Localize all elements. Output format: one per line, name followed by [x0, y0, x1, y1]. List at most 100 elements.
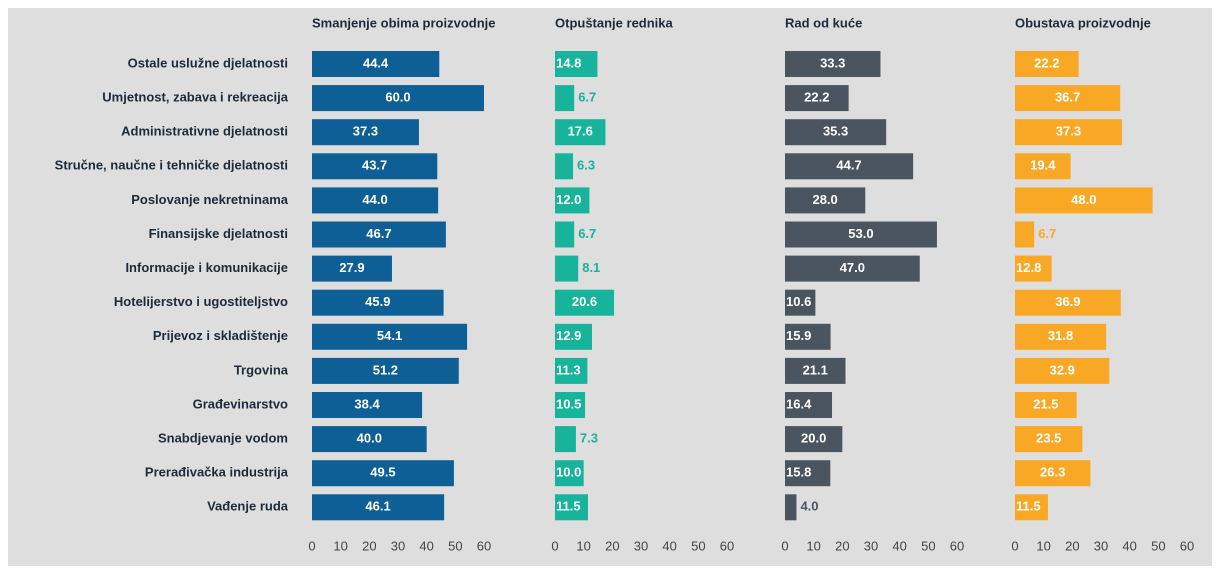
- x-tick-label: 10: [1036, 538, 1050, 553]
- bar: [312, 392, 423, 418]
- category-label: Građevinarstvo: [193, 396, 288, 411]
- value-label: 17.6: [568, 124, 593, 139]
- x-tick-label: 20: [835, 538, 849, 553]
- bar: [1015, 255, 1052, 282]
- value-label: 47.0: [840, 260, 865, 275]
- bar: [785, 255, 920, 282]
- bar: [555, 357, 588, 384]
- value-label: 48.0: [1071, 192, 1096, 207]
- category-label: Vađenje ruda: [207, 499, 289, 514]
- value-label: 44.0: [362, 192, 387, 207]
- x-tick-label: 50: [1151, 538, 1165, 553]
- bar: [555, 51, 598, 77]
- bar: [312, 51, 440, 77]
- x-tick-label: 50: [448, 538, 462, 553]
- bar: [785, 221, 937, 248]
- bar: [555, 426, 576, 453]
- category-label: Poslovanje nekretninama: [131, 192, 289, 207]
- value-label: 10.5: [556, 396, 581, 411]
- category-label: Umjetnost, zabava i rekreacija: [102, 90, 288, 105]
- value-label: 6.7: [578, 90, 596, 105]
- category-label: Trgovina: [234, 362, 289, 377]
- x-tick-label: 0: [1011, 538, 1018, 553]
- category-label: Prijevoz i skladištenje: [153, 328, 288, 343]
- bar: [785, 119, 887, 146]
- x-tick-label: 20: [1065, 538, 1079, 553]
- value-label: 10.6: [786, 294, 811, 309]
- x-tick-label: 10: [333, 538, 347, 553]
- value-label: 40.0: [357, 431, 382, 446]
- value-label: 10.0: [556, 465, 581, 480]
- bar: [555, 494, 588, 521]
- bar: [555, 289, 615, 316]
- bar: [1015, 494, 1048, 521]
- category-label: Snabdjevanje vodom: [158, 431, 288, 446]
- bar: [785, 494, 797, 521]
- x-tick-label: 50: [691, 538, 705, 553]
- panel-title: Obustava proizvodnje: [1015, 15, 1151, 30]
- value-label: 26.3: [1040, 465, 1065, 480]
- value-label: 15.9: [786, 328, 811, 343]
- bar: [555, 187, 590, 214]
- x-tick-label: 60: [477, 538, 491, 553]
- bar: [785, 357, 846, 384]
- category-label: Informacije i komunikacije: [125, 260, 288, 275]
- value-label: 54.1: [377, 328, 402, 343]
- value-label: 15.8: [786, 465, 811, 480]
- bar: [785, 426, 843, 453]
- bar: [555, 119, 606, 146]
- bar: [555, 255, 579, 282]
- value-label: 11.3: [556, 362, 581, 377]
- value-label: 27.9: [339, 260, 364, 275]
- x-tick-label: 30: [634, 538, 648, 553]
- bar: [312, 255, 392, 282]
- bar: [1015, 323, 1107, 350]
- value-label: 49.5: [370, 465, 395, 480]
- bar: [1015, 392, 1077, 418]
- value-label: 20.0: [801, 431, 826, 446]
- bar: [555, 153, 574, 180]
- value-label: 22.2: [804, 90, 829, 105]
- value-label: 46.1: [365, 499, 390, 514]
- bar: [1015, 357, 1110, 384]
- bar: [555, 323, 592, 350]
- panel-title: Smanjenje obima proizvodnje: [312, 15, 495, 30]
- category-label: Administrativne djelatnosti: [121, 124, 288, 139]
- bar: [1015, 119, 1122, 146]
- value-label: 44.7: [836, 158, 861, 173]
- background: [8, 8, 1212, 566]
- bar: [1015, 460, 1091, 487]
- x-tick-label: 20: [605, 538, 619, 553]
- x-tick-label: 40: [419, 538, 433, 553]
- x-tick-label: 0: [308, 538, 315, 553]
- bar: [1015, 187, 1153, 214]
- x-tick-label: 50: [921, 538, 935, 553]
- x-tick-label: 0: [551, 538, 558, 553]
- x-tick-label: 30: [1094, 538, 1108, 553]
- value-label: 36.7: [1055, 90, 1080, 105]
- bar: [785, 187, 866, 214]
- x-tick-label: 10: [576, 538, 590, 553]
- value-label: 44.4: [363, 55, 389, 70]
- bar: [1015, 289, 1121, 316]
- value-label: 19.4: [1030, 158, 1056, 173]
- value-label: 22.2: [1034, 55, 1059, 70]
- bar: [312, 357, 459, 384]
- bar: [785, 289, 816, 316]
- value-label: 21.1: [803, 362, 828, 377]
- value-label: 11.5: [1016, 499, 1041, 514]
- category-label: Prerađivačka industrija: [145, 465, 289, 480]
- bar: [312, 460, 454, 487]
- value-label: 14.8: [556, 55, 581, 70]
- value-label: 37.3: [1056, 124, 1081, 139]
- value-label: 33.3: [820, 55, 845, 70]
- x-tick-label: 60: [950, 538, 964, 553]
- bar: [785, 323, 831, 350]
- bar: [1015, 85, 1121, 112]
- bar: [1015, 51, 1079, 77]
- category-label: Ostale uslužne djelatnosti: [128, 55, 288, 70]
- value-label: 45.9: [365, 294, 390, 309]
- value-label: 6.3: [577, 158, 595, 173]
- bar: [555, 221, 575, 248]
- value-label: 28.0: [812, 192, 837, 207]
